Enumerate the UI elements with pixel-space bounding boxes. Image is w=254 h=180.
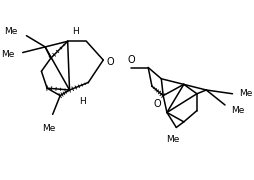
Text: Me: Me: [42, 124, 56, 133]
Text: O: O: [128, 55, 135, 65]
Text: H: H: [72, 27, 78, 36]
Text: Me: Me: [1, 50, 14, 59]
Text: O: O: [154, 99, 161, 109]
Text: Me: Me: [231, 106, 244, 115]
Text: Me: Me: [4, 27, 17, 36]
Text: H: H: [79, 97, 86, 106]
Text: Me: Me: [239, 89, 252, 98]
Text: Me: Me: [166, 135, 179, 144]
Text: O: O: [106, 57, 114, 67]
